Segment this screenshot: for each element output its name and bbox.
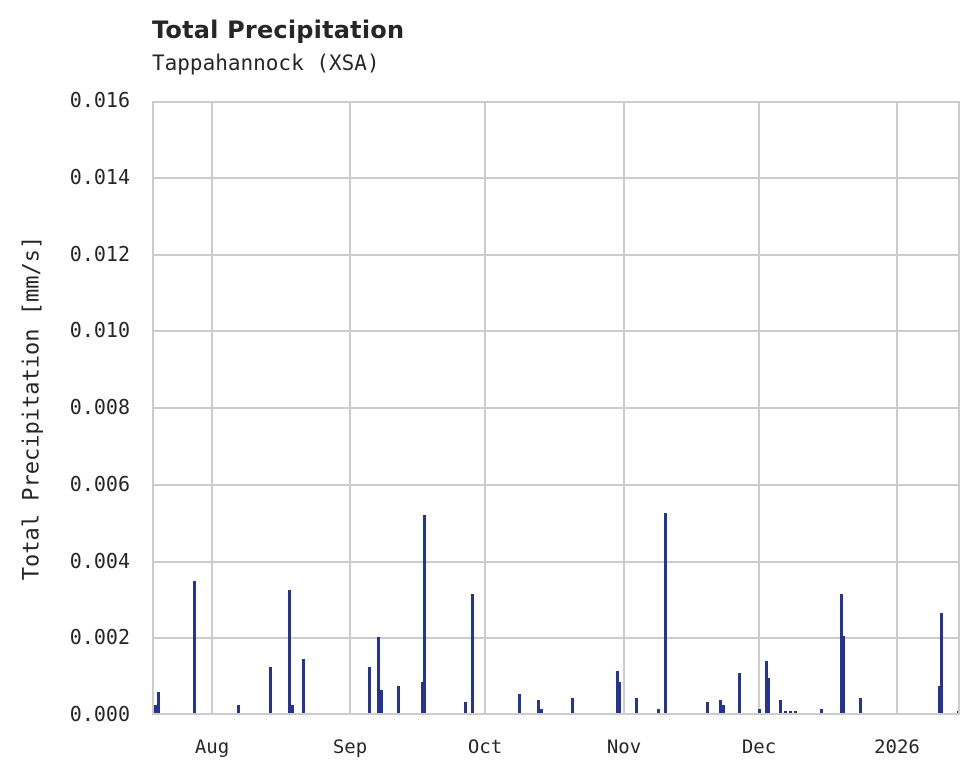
precipitation-bar (616, 670, 619, 713)
precipitation-bar (765, 661, 768, 713)
precipitation-bar (397, 686, 400, 713)
y-tick-label: 0.014 (69, 164, 130, 189)
x-tick-label: Nov (606, 736, 642, 758)
precipitation-bar (464, 702, 467, 713)
gridline-horizontal (154, 637, 958, 640)
precipitation-bar (540, 709, 543, 713)
precipitation-bar (784, 711, 787, 713)
precipitation-bar (664, 513, 667, 713)
precipitation-bar (154, 705, 157, 713)
precipitation-bar (380, 689, 383, 713)
y-tick-label: 0.010 (69, 318, 130, 343)
x-tick-label: Sep (332, 736, 368, 758)
precipitation-bar (940, 613, 943, 713)
precipitation-bar (237, 705, 240, 713)
plot-area (152, 101, 960, 715)
precipitation-bar (794, 711, 797, 713)
precipitation-bar (518, 693, 521, 713)
precipitation-bar (842, 636, 845, 713)
precipitation-bar (193, 580, 196, 713)
gridline-horizontal (154, 330, 958, 333)
gridline-horizontal (154, 407, 958, 409)
precipitation-bar (288, 590, 291, 713)
precipitation-bar (537, 699, 540, 713)
gridline-vertical (211, 103, 213, 713)
x-tick-label: Oct (467, 736, 503, 758)
precipitation-bar (722, 705, 725, 713)
precipitation-bar (291, 705, 294, 713)
precipitation-bar (938, 686, 941, 713)
gridline-horizontal (154, 253, 958, 256)
precipitation-bar (789, 711, 792, 713)
precipitation-bar (618, 682, 621, 713)
gridline-vertical (349, 103, 351, 713)
gridline-horizontal (154, 560, 958, 563)
precipitation-bar (269, 666, 272, 713)
gridline-vertical (758, 103, 760, 713)
precipitation-bar (635, 697, 638, 713)
y-tick-label: 0.016 (69, 88, 130, 112)
precipitation-bar (706, 702, 709, 713)
gridline-vertical (484, 103, 486, 713)
gridline-horizontal (154, 483, 958, 486)
gridline-vertical (896, 103, 898, 713)
precipitation-bar (157, 691, 160, 713)
precipitation-bar (423, 515, 426, 713)
y-tick-label: 0.012 (69, 241, 130, 266)
precipitation-bar (571, 697, 574, 713)
precipitation-bar (767, 678, 770, 713)
y-tick-label: 0.006 (69, 471, 130, 496)
chart-subtitle: Tappahannock (XSA) (152, 51, 380, 75)
y-tick-label: 0.008 (69, 395, 130, 419)
x-tick-label: Dec (741, 736, 777, 758)
precipitation-bar (471, 594, 474, 713)
gridline-vertical (623, 103, 625, 713)
precipitation-bar (859, 697, 862, 713)
x-tick-label: Aug (194, 736, 230, 758)
precipitation-bar (377, 637, 380, 713)
gridline-horizontal (154, 176, 958, 179)
precipitation-bar (957, 711, 958, 713)
y-tick-label: 0.004 (69, 548, 130, 573)
precipitation-bar (820, 709, 823, 713)
precipitation-bar (779, 699, 782, 713)
precipitation-bar (840, 594, 843, 713)
y-tick-label: 0.000 (69, 702, 130, 726)
chart-title: Total Precipitation (152, 16, 405, 44)
precipitation-bar (368, 666, 371, 713)
precipitation-bar (421, 682, 424, 713)
y-tick-label: 0.002 (69, 625, 130, 650)
x-tick-label: 2026 (874, 736, 920, 758)
precipitation-bar (719, 699, 722, 713)
precipitation-bar (657, 709, 660, 713)
precipitation-bar (738, 672, 741, 713)
precipitation-bar (758, 709, 761, 713)
precipitation-bar (302, 659, 305, 713)
